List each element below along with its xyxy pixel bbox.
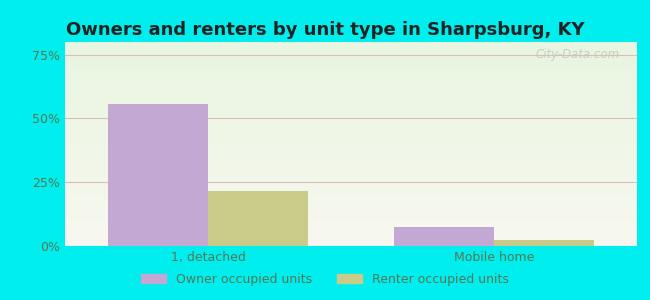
Legend: Owner occupied units, Renter occupied units: Owner occupied units, Renter occupied un… bbox=[136, 268, 514, 291]
Bar bbox=[108, 104, 208, 246]
Text: Owners and renters by unit type in Sharpsburg, KY: Owners and renters by unit type in Sharp… bbox=[66, 21, 584, 39]
Text: City-Data.com: City-Data.com bbox=[536, 48, 620, 61]
Bar bbox=[494, 240, 594, 246]
Bar bbox=[208, 191, 308, 246]
Bar bbox=[394, 227, 494, 246]
